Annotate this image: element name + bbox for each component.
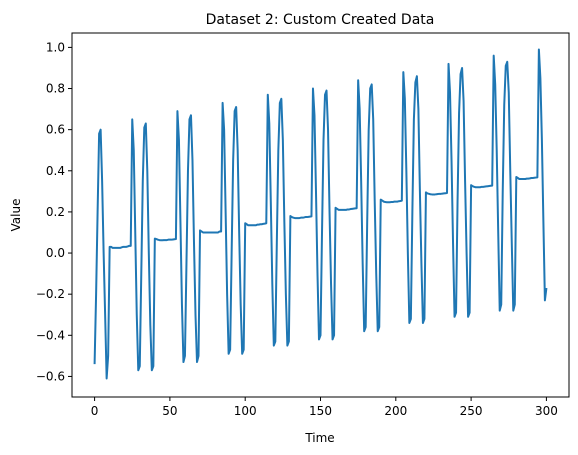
x-tick-label: 300	[535, 404, 558, 418]
chart-title: Dataset 2: Custom Created Data	[206, 12, 435, 28]
y-tick-label: −0.4	[36, 328, 65, 342]
x-axis: 0 50 100 150 200 250 300	[91, 397, 558, 418]
x-tick-label: 0	[91, 404, 99, 418]
y-tick-label: 1.0	[46, 40, 65, 54]
chart-marks	[93, 48, 548, 380]
y-axis: −0.6 −0.4 −0.2 0.0 0.2 0.4 0.6 0.8 1.0	[36, 40, 72, 383]
y-tick-label: 0.6	[46, 123, 65, 137]
y-tick-label: 0.0	[46, 246, 65, 260]
x-tick-label: 100	[234, 404, 257, 418]
x-axis-title: Time	[304, 431, 334, 445]
y-tick-label: −0.2	[36, 287, 65, 301]
y-axis-title: Value	[9, 199, 23, 232]
x-tick-label: 50	[162, 404, 177, 418]
y-tick-label: 0.2	[46, 205, 65, 219]
x-tick-label: 250	[460, 404, 483, 418]
series-line-0	[93, 48, 548, 380]
y-tick-label: 0.8	[46, 82, 65, 96]
y-tick-label: 0.4	[46, 164, 65, 178]
x-tick-label: 200	[384, 404, 407, 418]
x-tick-label: 150	[309, 404, 332, 418]
y-tick-label: −0.6	[36, 369, 65, 383]
